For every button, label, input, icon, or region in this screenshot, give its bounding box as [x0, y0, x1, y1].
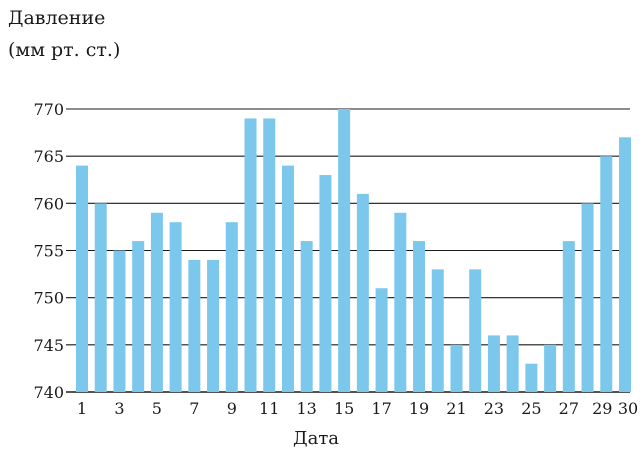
- bar-day-18: [394, 212, 407, 392]
- bar-day-4: [132, 241, 145, 392]
- bar-day-8: [207, 259, 220, 392]
- x-tick-label-21: 21: [446, 399, 466, 418]
- bar-day-24: [506, 335, 519, 392]
- bar-day-20: [431, 269, 444, 392]
- x-tick-label-3: 3: [114, 399, 124, 418]
- bar-day-9: [225, 222, 238, 392]
- x-tick-labels: 1 3 5 7 9 11 13 15 17 19 21 23 25 27 29 30: [77, 399, 638, 418]
- x-tick-label-15: 15: [334, 399, 354, 418]
- x-tick-label-19: 19: [409, 399, 429, 418]
- x-tick-label-7: 7: [189, 399, 199, 418]
- y-tick-label-740: 740: [33, 383, 64, 402]
- x-axis-label: Дата: [293, 428, 339, 449]
- x-tick-label-13: 13: [297, 399, 317, 418]
- y-tick-label-745: 745: [33, 336, 64, 355]
- x-tick-label-23: 23: [484, 399, 504, 418]
- x-tick-label-27: 27: [559, 399, 579, 418]
- y-tick-label-770: 770: [33, 100, 64, 119]
- x-tick-label-9: 9: [227, 399, 237, 418]
- bar-day-22: [469, 269, 482, 392]
- bar-day-5: [150, 212, 163, 392]
- x-tick-label-17: 17: [371, 399, 391, 418]
- bar-day-21: [450, 344, 463, 392]
- bar-day-10: [244, 118, 257, 392]
- bar-day-15: [338, 109, 351, 392]
- bar-day-2: [94, 203, 107, 392]
- x-tick-label-5: 5: [152, 399, 162, 418]
- bar-day-16: [356, 193, 369, 392]
- y-tick-labels: 740 745 750 755 760 765 770: [33, 100, 64, 402]
- bar-day-29: [600, 156, 613, 392]
- x-tick-label-29: 29: [592, 399, 612, 418]
- y-tick-label-765: 765: [33, 147, 64, 166]
- x-tick-label-25: 25: [521, 399, 541, 418]
- bar-day-28: [581, 203, 594, 392]
- bar-day-7: [188, 259, 201, 392]
- x-tick-label-1: 1: [77, 399, 87, 418]
- bar-day-1: [76, 165, 88, 392]
- bar-day-11: [263, 118, 276, 392]
- x-tick-label-30: 30: [618, 399, 638, 418]
- bar-day-25: [525, 363, 538, 392]
- bar-day-17: [375, 288, 388, 392]
- bar-day-27: [562, 241, 575, 392]
- bar-day-12: [281, 165, 294, 392]
- bar-day-3: [113, 250, 126, 392]
- y-tick-label-750: 750: [33, 289, 64, 308]
- x-tick-label-11: 11: [259, 399, 279, 418]
- bar-day-13: [300, 241, 313, 392]
- bars: [76, 109, 631, 392]
- bar-day-19: [413, 241, 426, 392]
- y-tick-label-755: 755: [33, 242, 64, 261]
- y-tick-label-760: 760: [33, 194, 64, 213]
- bar-day-6: [169, 222, 182, 392]
- y-axis-label-line-1: Давление: [8, 7, 106, 29]
- bar-day-30: [619, 137, 631, 392]
- bar-day-14: [319, 175, 332, 392]
- y-axis-label-line-2: (мм рт. ст.): [8, 39, 121, 61]
- bar-day-23: [487, 335, 500, 392]
- bar-day-26: [544, 344, 557, 392]
- y-axis-label: Давление (мм рт. ст.): [8, 2, 120, 66]
